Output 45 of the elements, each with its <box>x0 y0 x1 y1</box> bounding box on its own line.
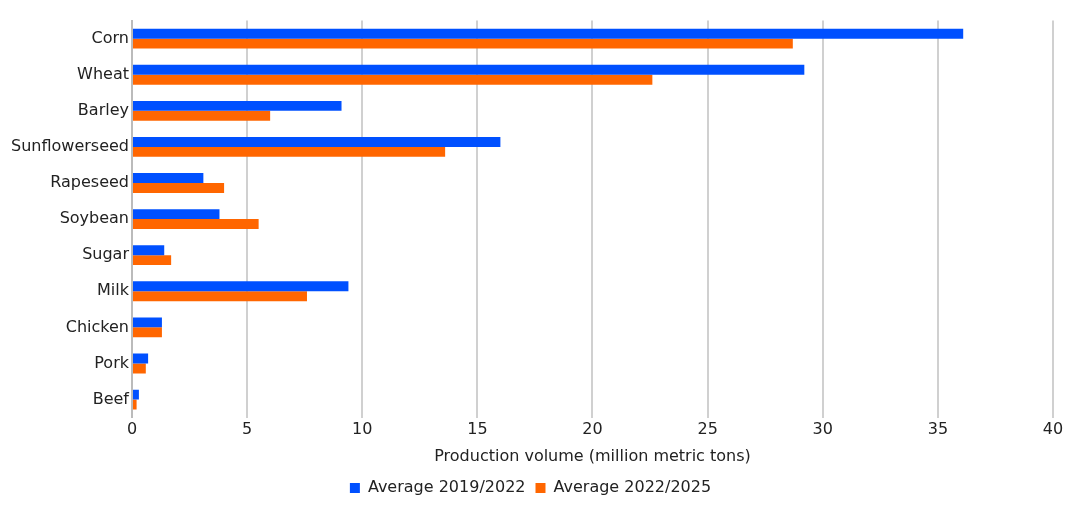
bar <box>132 353 149 364</box>
bar <box>132 389 139 400</box>
x-tick-label: 25 <box>697 419 718 439</box>
y-tick-label: Sunflowerseed <box>10 136 129 156</box>
bar <box>132 64 805 75</box>
bar <box>132 173 204 184</box>
y-tick-label: Rapeseed <box>50 172 129 192</box>
bar <box>132 219 259 230</box>
bar <box>132 28 964 39</box>
bar <box>132 245 165 256</box>
bar <box>132 209 220 220</box>
bar <box>132 291 307 302</box>
y-tick-label: Soybean <box>59 208 129 228</box>
bar <box>132 100 342 111</box>
bar <box>132 399 137 410</box>
legend-label: Average 2019/2022 <box>367 477 526 497</box>
y-tick-label: Beef <box>92 388 130 408</box>
x-tick-label: 40 <box>1042 419 1064 439</box>
y-tick-label: Pork <box>94 352 130 372</box>
bar <box>132 363 146 374</box>
x-tick-label: 0 <box>126 419 138 439</box>
bar <box>132 255 172 266</box>
bar <box>132 183 225 193</box>
bar <box>132 327 162 338</box>
y-tick-label: Milk <box>97 280 130 300</box>
legend-label: Average 2022/2025 <box>553 477 712 497</box>
y-tick-label: Chicken <box>65 316 129 336</box>
bar <box>132 146 446 157</box>
bar <box>132 317 162 328</box>
x-tick-label: 20 <box>582 419 603 439</box>
bar <box>132 74 653 85</box>
x-tick-label: 30 <box>812 419 833 439</box>
y-tick-label: Sugar <box>82 244 130 264</box>
x-axis-title: Production volume (million metric tons) <box>434 445 751 465</box>
bar <box>132 110 271 121</box>
x-tick-label: 10 <box>352 419 373 439</box>
y-tick-label: Wheat <box>77 63 129 83</box>
y-tick-label: Barley <box>77 99 129 119</box>
bar <box>132 136 501 147</box>
bar <box>132 281 349 292</box>
x-tick-label: 35 <box>927 419 949 439</box>
x-tick-label: 15 <box>467 419 488 439</box>
bar <box>132 38 793 49</box>
y-tick-label: Corn <box>91 27 129 47</box>
x-tick-label: 5 <box>242 419 253 439</box>
